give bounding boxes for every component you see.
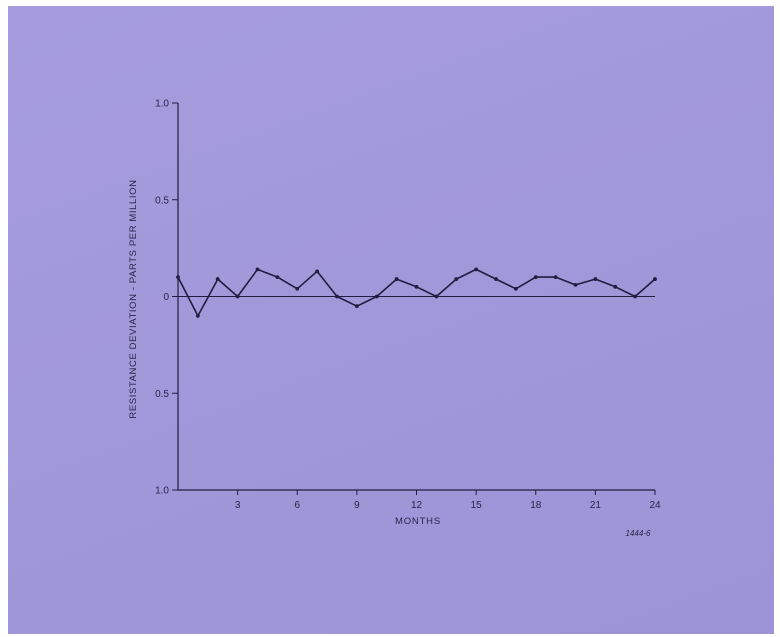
data-point: [335, 294, 339, 299]
y-tick-label: 1.0: [155, 99, 169, 110]
y-tick-label: 0.5: [155, 389, 169, 400]
y-tick-label: 0.5: [155, 195, 169, 206]
data-point: [354, 304, 359, 309]
series-line: [177, 268, 656, 317]
data-point: [653, 277, 657, 281]
data-series: [176, 267, 657, 318]
data-point: [394, 277, 399, 281]
x-tick-label: 18: [530, 500, 542, 511]
x-tick-label: 12: [411, 500, 423, 511]
x-tick-label: 24: [649, 500, 661, 511]
data-point: [573, 282, 578, 287]
tick-labels: 1.0 0.5 0 0.5 1.0 3 6 9 12 15 18 21 24: [155, 99, 661, 512]
data-point: [235, 294, 240, 299]
x-tick-label: 3: [235, 500, 241, 511]
data-point: [454, 277, 459, 281]
x-tick-label: 21: [590, 500, 602, 511]
figure-id: 1444-6: [626, 529, 651, 538]
data-point: [374, 294, 379, 299]
y-tick-label: 0: [163, 292, 169, 303]
data-point: [533, 275, 538, 280]
chart-panel: 1.0 0.5 0 0.5 1.0 3 6 9 12 15 18 21 24 RESISTANCE DE…: [8, 6, 774, 634]
x-tick-label: 6: [294, 500, 300, 511]
data-point: [295, 286, 300, 291]
data-point: [414, 284, 419, 289]
data-point: [255, 267, 260, 272]
line-chart: 1.0 0.5 0 0.5 1.0 3 6 9 12 15 18 21 24 RESISTANCE DE…: [128, 99, 661, 539]
data-point: [434, 294, 439, 299]
y-axis-label: RESISTANCE DEVIATION - PARTS PER MILLION: [128, 179, 139, 418]
data-point: [633, 294, 638, 299]
data-point: [275, 275, 280, 280]
y-tick-label: 1.0: [155, 486, 169, 497]
data-point: [474, 267, 479, 272]
x-tick-label: 15: [471, 500, 483, 511]
data-point: [613, 284, 618, 289]
data-point: [195, 313, 200, 318]
data-point: [513, 286, 518, 291]
data-point: [176, 275, 180, 280]
data-point: [494, 277, 498, 281]
data-point: [593, 277, 598, 281]
data-point: [215, 277, 220, 281]
axes: [172, 102, 656, 495]
x-axis-label: MONTHS: [395, 516, 441, 527]
data-point: [553, 275, 558, 280]
x-tick-label: 9: [354, 500, 360, 511]
data-point: [315, 269, 320, 274]
